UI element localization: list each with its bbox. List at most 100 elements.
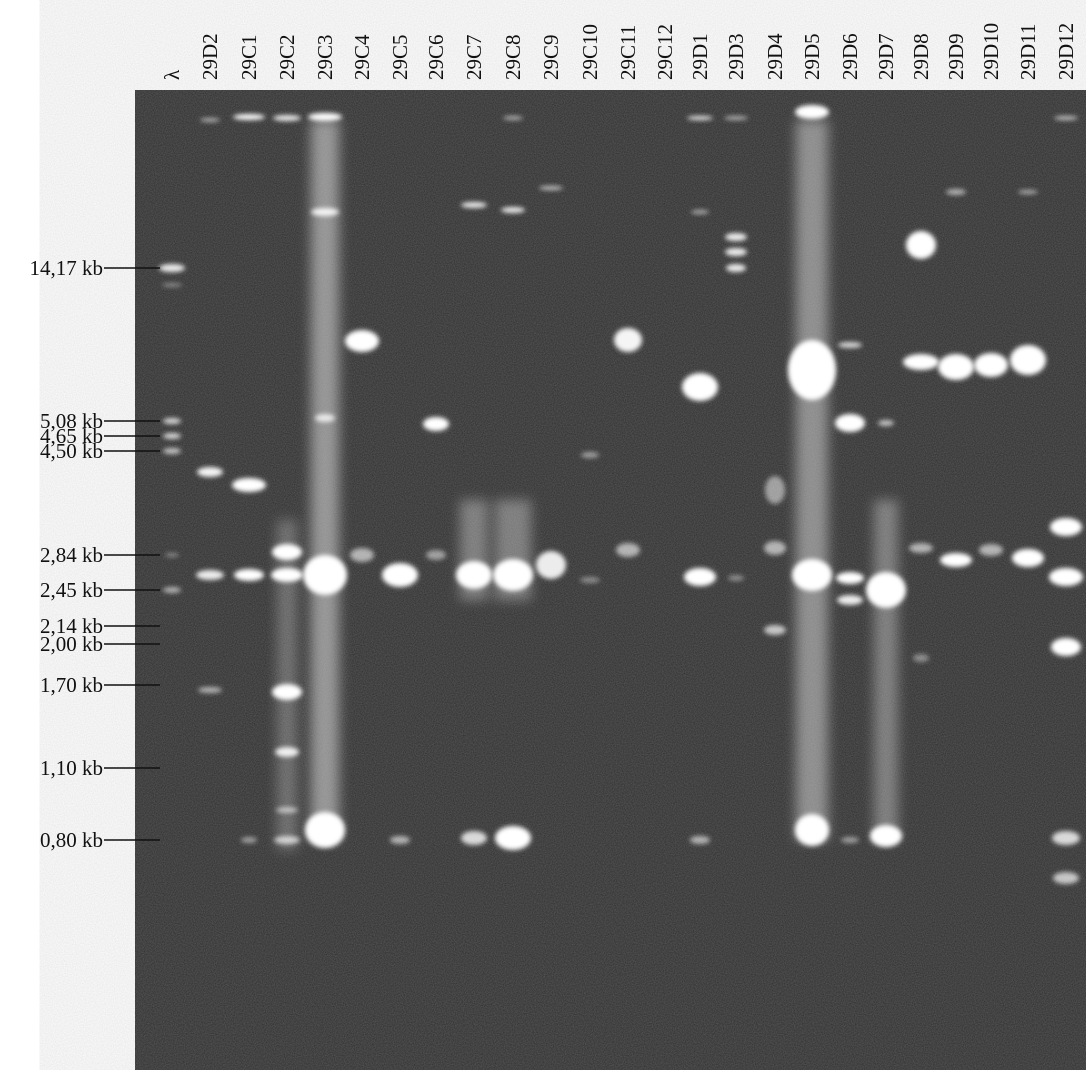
band — [423, 417, 449, 431]
band — [938, 354, 974, 380]
band — [272, 544, 302, 560]
band — [159, 264, 185, 272]
band — [315, 414, 335, 422]
band — [725, 248, 747, 256]
lane-label: 29D3 — [724, 33, 748, 80]
band — [163, 418, 181, 424]
band — [461, 202, 487, 208]
lane-label: 29D6 — [838, 33, 862, 80]
size-label: 2,14 kb — [40, 614, 103, 638]
lane-label: 29C11 — [616, 25, 640, 80]
lane-label: 29D4 — [763, 33, 787, 80]
band — [276, 807, 298, 813]
band — [198, 687, 222, 693]
band — [1054, 116, 1078, 120]
size-label: 4,50 kb — [40, 439, 103, 463]
band — [866, 572, 906, 608]
band — [241, 837, 257, 843]
band — [580, 577, 600, 583]
band — [940, 553, 972, 567]
smear — [874, 500, 898, 840]
band — [162, 283, 182, 287]
band — [163, 587, 181, 593]
band — [1052, 831, 1080, 845]
band — [271, 568, 303, 582]
lane-label: 29C6 — [424, 34, 448, 80]
band — [795, 814, 829, 846]
band — [795, 105, 829, 119]
band — [233, 114, 265, 120]
band — [841, 837, 859, 843]
lane-label: 29C1 — [237, 34, 261, 80]
band — [503, 116, 523, 120]
band — [691, 210, 709, 214]
band — [913, 654, 929, 662]
band — [878, 420, 894, 426]
band — [165, 553, 179, 557]
lane-label: 29D9 — [944, 33, 968, 80]
band — [390, 836, 410, 844]
size-label: 2,00 kb — [40, 632, 103, 656]
band — [979, 544, 1003, 556]
size-label: 1,70 kb — [40, 673, 103, 697]
band — [728, 575, 744, 581]
band — [539, 186, 563, 190]
band — [345, 330, 379, 352]
band — [682, 373, 718, 401]
smear — [311, 120, 339, 840]
lane-label: λ — [160, 69, 184, 80]
band — [1053, 872, 1079, 884]
band — [792, 559, 832, 591]
size-label: 4,65 kb — [40, 424, 103, 448]
band — [350, 548, 374, 562]
band — [687, 116, 713, 120]
band — [906, 231, 936, 259]
size-label: 2,45 kb — [40, 578, 103, 602]
band — [1018, 190, 1038, 194]
band — [764, 541, 786, 555]
lane-label: 29C2 — [275, 34, 299, 80]
lane-label: 29C12 — [653, 24, 677, 80]
band — [274, 836, 300, 844]
band — [974, 353, 1008, 377]
lane-label: 29C10 — [578, 24, 602, 80]
band — [946, 189, 966, 195]
band — [870, 825, 902, 847]
band — [493, 559, 533, 591]
band — [690, 836, 710, 844]
band — [724, 116, 748, 120]
band — [311, 208, 339, 216]
size-label: 14,17 kb — [30, 256, 104, 280]
band — [272, 684, 302, 700]
band — [308, 113, 342, 121]
band — [835, 414, 865, 432]
band — [581, 452, 599, 458]
band — [684, 568, 716, 586]
band — [275, 747, 299, 757]
band — [163, 433, 181, 439]
band — [788, 340, 836, 400]
lane-label: 29C3 — [313, 34, 337, 80]
lane-label: 29D2 — [198, 33, 222, 80]
band — [197, 467, 223, 477]
band — [501, 207, 525, 213]
band — [1051, 638, 1081, 656]
lane-label: 29C9 — [539, 34, 563, 80]
band — [234, 569, 264, 581]
band — [1010, 345, 1046, 375]
lane-label: 29D5 — [800, 33, 824, 80]
band — [273, 115, 301, 121]
lane-label: 29D10 — [979, 23, 1003, 80]
band — [903, 354, 939, 370]
smear — [796, 120, 828, 840]
band — [536, 551, 566, 579]
band — [726, 264, 746, 272]
band — [1050, 518, 1082, 536]
band — [837, 595, 863, 605]
band — [456, 561, 492, 589]
band — [163, 448, 181, 454]
lane-label: 29D8 — [909, 33, 933, 80]
band — [303, 555, 347, 595]
size-label: 1,10 kb — [40, 756, 103, 780]
